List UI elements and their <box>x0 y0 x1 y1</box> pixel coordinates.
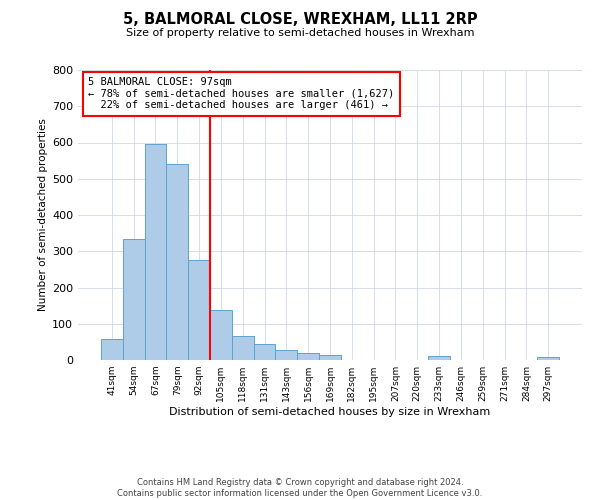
Bar <box>537 358 559 360</box>
Bar <box>145 144 166 360</box>
Bar <box>275 350 297 360</box>
Bar <box>232 336 254 360</box>
X-axis label: Distribution of semi-detached houses by size in Wrexham: Distribution of semi-detached houses by … <box>169 407 491 417</box>
Bar <box>297 353 319 360</box>
Bar <box>254 344 275 360</box>
Text: 5 BALMORAL CLOSE: 97sqm
← 78% of semi-detached houses are smaller (1,627)
  22% : 5 BALMORAL CLOSE: 97sqm ← 78% of semi-de… <box>88 77 394 110</box>
Bar <box>166 164 188 360</box>
Text: 5, BALMORAL CLOSE, WREXHAM, LL11 2RP: 5, BALMORAL CLOSE, WREXHAM, LL11 2RP <box>122 12 478 28</box>
Bar <box>123 238 145 360</box>
Bar <box>101 340 123 360</box>
Bar <box>188 260 210 360</box>
Bar <box>210 310 232 360</box>
Text: Size of property relative to semi-detached houses in Wrexham: Size of property relative to semi-detach… <box>126 28 474 38</box>
Bar <box>428 356 450 360</box>
Y-axis label: Number of semi-detached properties: Number of semi-detached properties <box>38 118 48 312</box>
Bar <box>319 356 341 360</box>
Text: Contains HM Land Registry data © Crown copyright and database right 2024.
Contai: Contains HM Land Registry data © Crown c… <box>118 478 482 498</box>
